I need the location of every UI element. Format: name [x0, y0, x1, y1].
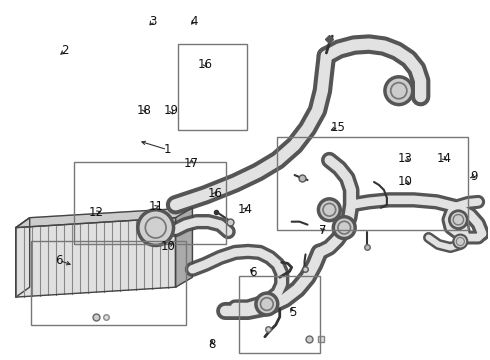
Text: 16: 16	[197, 58, 213, 72]
Text: 15: 15	[331, 121, 346, 134]
Text: 9: 9	[470, 170, 477, 183]
Text: 13: 13	[398, 152, 413, 165]
Text: 7: 7	[319, 224, 326, 237]
Circle shape	[385, 77, 413, 105]
Text: 16: 16	[207, 187, 222, 200]
Text: 10: 10	[398, 175, 413, 188]
Polygon shape	[175, 208, 193, 287]
Circle shape	[449, 211, 467, 229]
Text: 4: 4	[190, 14, 197, 27]
Text: 6: 6	[249, 266, 257, 279]
Circle shape	[256, 293, 278, 315]
Circle shape	[138, 210, 173, 246]
Text: 8: 8	[208, 338, 216, 351]
Polygon shape	[16, 218, 175, 297]
Circle shape	[453, 235, 467, 248]
Text: 10: 10	[161, 240, 175, 253]
Text: 19: 19	[164, 104, 178, 117]
Text: 12: 12	[88, 206, 103, 219]
Text: 2: 2	[61, 44, 69, 57]
Circle shape	[333, 217, 355, 239]
Text: 1: 1	[164, 143, 171, 156]
Bar	[276, 137, 467, 230]
Bar	[74, 162, 225, 244]
Bar	[31, 241, 186, 325]
Text: 6: 6	[55, 254, 63, 267]
Text: 11: 11	[149, 200, 164, 213]
Bar	[178, 44, 247, 130]
Text: 18: 18	[137, 104, 152, 117]
Text: 14: 14	[437, 152, 452, 165]
Circle shape	[318, 199, 340, 221]
Bar	[239, 276, 320, 353]
Text: 3: 3	[149, 14, 156, 27]
Text: 5: 5	[289, 306, 296, 319]
Text: 17: 17	[184, 157, 199, 170]
Text: 14: 14	[238, 203, 252, 216]
Polygon shape	[16, 218, 30, 297]
Polygon shape	[16, 208, 193, 228]
